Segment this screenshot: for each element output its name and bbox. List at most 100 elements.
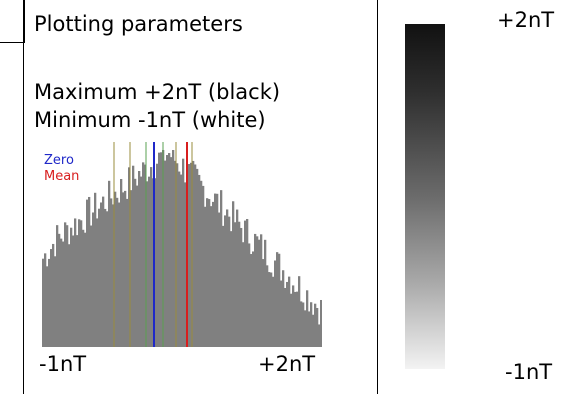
histogram-bar [56,225,59,347]
histogram-bar [220,190,223,347]
histogram-bar [194,164,197,347]
histogram-bar [118,202,121,347]
histogram-bar [264,239,267,347]
panel-title: Plotting parameters [34,12,243,36]
histogram-bar [228,216,231,347]
histogram-bar [182,158,185,347]
histogram-bar [230,231,233,347]
histogram-bar [94,192,97,347]
histogram-bar [64,222,67,347]
histogram-bar [88,196,91,347]
histogram-bar [80,220,83,347]
histogram-bar [122,192,125,347]
histogram-bar [302,302,305,347]
histogram-bar [146,181,149,347]
histogram-bar [164,160,167,347]
histogram-bar [206,198,209,347]
histogram-bar [190,162,193,347]
histogram-bar [196,168,199,347]
histogram-bars [42,150,322,347]
histogram-bar [180,174,183,347]
histogram-bar [174,160,177,347]
histogram-bar [90,225,93,347]
histogram-bar [262,259,265,347]
histogram-bar [282,270,285,347]
histogram-bar [70,227,73,347]
histogram-bar [294,291,297,347]
histogram-bar [172,150,175,347]
histogram-bar [100,202,103,347]
histogram-bar [298,276,301,347]
histogram-bar [276,252,279,347]
histogram-bar [48,258,51,347]
histogram-bar [300,301,303,347]
scale-min-label: -1nT [505,360,553,384]
histogram-bar [260,234,263,347]
histogram-bar [266,265,269,347]
histogram-bar [314,303,317,347]
histogram-bar [52,243,55,347]
histogram-bar [184,182,187,347]
histogram-bar [86,199,89,347]
histogram-bar [214,193,217,347]
histogram-bar [150,167,153,347]
histogram-bar [242,242,245,347]
histogram-bar [66,225,69,347]
histogram-bar [74,218,77,347]
histogram-bar [310,302,313,347]
histogram-bar [132,165,135,347]
histogram-bar [62,241,65,347]
histogram-bar [212,201,215,347]
histogram-bar [72,235,75,347]
histogram-bar [104,208,107,347]
histogram-bar [198,174,201,347]
histogram-bar [112,204,115,347]
histogram-bar [108,180,111,347]
histogram-bar [50,249,53,347]
histogram-bar [204,206,207,347]
histogram-bar [252,251,255,347]
histogram-bar [166,155,169,347]
histogram-bar [160,152,163,347]
histogram: Zero Mean [42,142,322,347]
histogram-bar [296,291,299,347]
histogram-bar [128,167,131,347]
histogram-bar [144,164,147,347]
histogram-bar [54,256,57,347]
histogram-bar [218,212,221,347]
histogram-bar [202,185,205,347]
histogram-bar [304,310,307,347]
histogram-bar [130,190,133,347]
zero-legend: Zero [44,153,74,168]
histogram-bar [168,153,171,347]
histogram-bar [256,236,259,347]
color-scale-bar [405,24,445,369]
histogram-bar [158,152,161,347]
histogram-bar [286,281,289,347]
histogram-bar [290,293,293,347]
histogram-bar [280,280,283,347]
histogram-max-label: +2nT [258,352,316,376]
histogram-bar [278,253,281,347]
histogram-bar [134,178,137,347]
histogram-bar [92,212,95,347]
histogram-bar [126,198,129,347]
histogram-bar [200,180,203,347]
histogram-bar [268,272,271,347]
histogram-bar [44,253,47,347]
histogram-bar [246,218,249,347]
histogram-bar [292,285,295,347]
histogram-bar [60,238,63,347]
histogram-bar [254,233,257,347]
histogram-bar [258,239,261,347]
frame-corner [0,0,25,43]
histogram-bar [272,276,275,347]
histogram-bar [120,179,123,347]
histogram-bar [102,196,105,347]
histogram-bar [142,162,145,347]
plotting-parameters-panel: Plotting parameters Maximum +2nT (black)… [23,0,378,394]
histogram-bar [306,290,309,347]
histogram-bar [136,185,139,347]
histogram-bar [210,206,213,347]
histogram-bar [110,198,113,347]
